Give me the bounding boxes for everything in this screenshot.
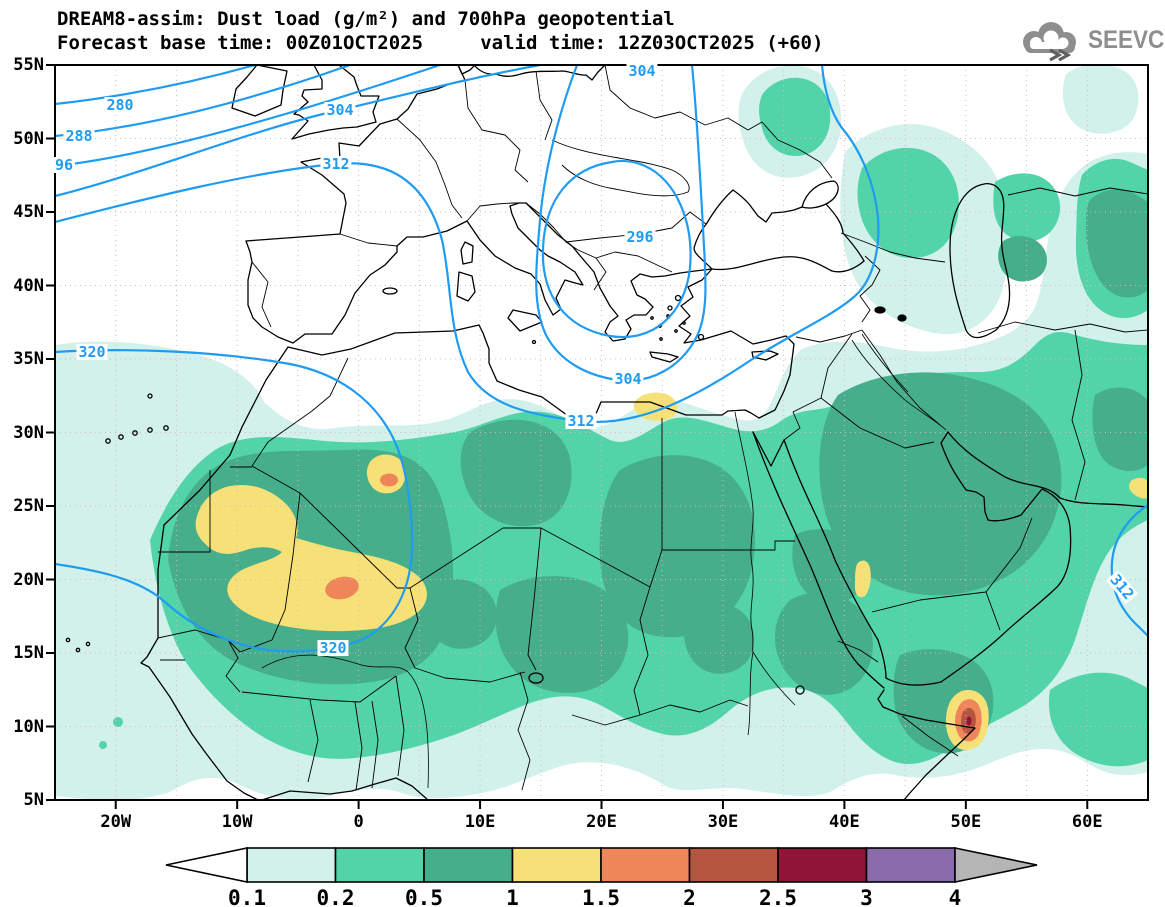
colorbar-cell: [600, 847, 691, 883]
cloud-arrow-icon: [1023, 22, 1076, 62]
lon-tick-label: 20E: [586, 812, 617, 832]
colorbar: [246, 847, 956, 883]
lat-tick-label: 15N: [13, 643, 44, 663]
lat-tick-label: 35N: [13, 349, 44, 369]
colorbar-tick-label: 2.5: [759, 886, 797, 907]
lat-tick-label: 5N: [23, 790, 44, 810]
lon-tick-label: 50E: [950, 812, 982, 832]
lon-tick-label: 10W: [221, 812, 253, 832]
contour-label: 320: [317, 639, 349, 657]
contour-label: 304: [324, 101, 356, 119]
colorbar-tick-label: 3: [860, 886, 873, 907]
lat-tick-label: 30N: [13, 422, 44, 443]
lon-tick-label: 60E: [1071, 812, 1103, 832]
lon-tick-label: 40E: [829, 812, 860, 832]
colorbar-overflow-arrow: [954, 847, 1038, 883]
lat-tick-label: 55N: [13, 55, 44, 75]
chart-title: DREAM8-assim: Dust load (g/m²) and 700hP…: [57, 8, 675, 30]
lon-tick-label: 0: [353, 812, 364, 832]
contour-label: 312: [565, 412, 597, 430]
lat-tick-label: 25N: [13, 496, 44, 516]
lat-tick-label: 50N: [13, 128, 44, 149]
colorbar-tick-label: 4: [948, 886, 962, 907]
colorbar-cell: [246, 847, 337, 883]
colorbar-tick-label: 0.5: [405, 886, 443, 907]
contour-label: 280: [104, 96, 136, 114]
colorbar-tick-label: 1: [506, 886, 519, 907]
colorbar-cell: [334, 847, 425, 883]
colorbar-tick-label: 1.5: [582, 886, 620, 907]
coastlines: [65, 65, 1148, 800]
lon-tick-label: 10E: [464, 812, 496, 832]
contour-label: 320: [76, 343, 108, 361]
contour-label: 96: [52, 156, 76, 174]
contour-label: 288: [63, 127, 95, 145]
colorbar-cell: [511, 847, 602, 883]
colorbar-tick-label: 0.2: [316, 886, 355, 907]
colorbar-tick-label: 2: [683, 886, 696, 907]
rivers: [261, 333, 947, 789]
colorbar-cell: [688, 847, 779, 883]
colorbar-underflow-arrow: [165, 847, 248, 883]
contour-label: 296: [624, 228, 656, 246]
lon-tick-label: 20W: [100, 812, 132, 832]
lat-tick-label: 40N: [13, 275, 44, 296]
chart-subtitle: Forecast base time: 00Z01OCT2025 valid t…: [57, 32, 824, 54]
logo-text: SEEVCCC: [1088, 26, 1165, 54]
contour-label: 304: [626, 62, 658, 80]
lon-tick-label: 30E: [707, 812, 739, 832]
dust-fill-level-2.5: [966, 716, 972, 726]
lat-tick-label: 20N: [13, 569, 44, 590]
colorbar-tick-label: 0.1: [228, 886, 266, 907]
colorbar-cell: [423, 847, 514, 883]
colorbar-cell: [777, 847, 868, 883]
contour-label: 312: [320, 155, 352, 173]
colorbar-cell: [865, 847, 956, 883]
lat-tick-label: 45N: [13, 202, 44, 222]
lat-tick-label: 10N: [13, 716, 44, 737]
contour-label: 304: [612, 370, 644, 388]
axis-ticks: [46, 64, 1089, 809]
